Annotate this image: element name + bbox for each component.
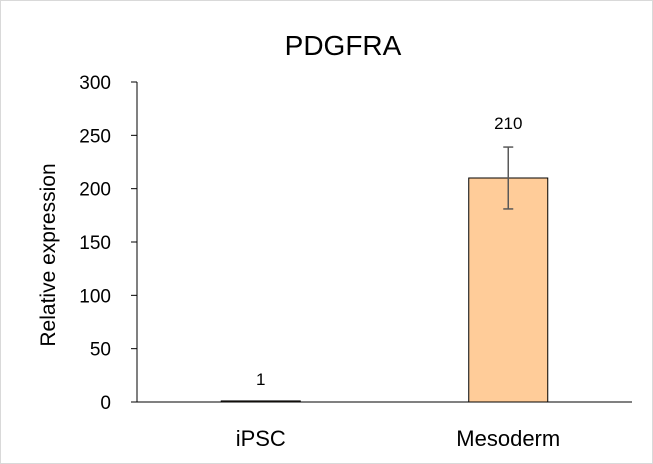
bar-mesoderm xyxy=(468,177,549,403)
y-tick-label: 150 xyxy=(79,233,111,254)
data-label: 1 xyxy=(256,370,265,389)
bars: 1 210 xyxy=(220,114,549,403)
y-tick-label: 300 xyxy=(79,73,111,94)
x-tick-label: iPSC xyxy=(236,426,286,451)
y-tick-label: 50 xyxy=(90,340,111,361)
y-tick-label: 0 xyxy=(100,393,111,414)
x-tick-label: Mesoderm xyxy=(456,426,560,451)
y-tick-label: 200 xyxy=(79,180,111,201)
y-tick-label: 100 xyxy=(79,286,111,307)
y-axis: 0 50 100 150 200 250 300 xyxy=(79,73,137,414)
x-axis: iPSC Mesoderm xyxy=(236,426,561,451)
y-axis-label: Relative expression xyxy=(37,163,60,346)
y-tick-label: 250 xyxy=(79,126,111,147)
chart-title: PDGFRA xyxy=(285,30,402,61)
data-label: 210 xyxy=(494,114,522,133)
